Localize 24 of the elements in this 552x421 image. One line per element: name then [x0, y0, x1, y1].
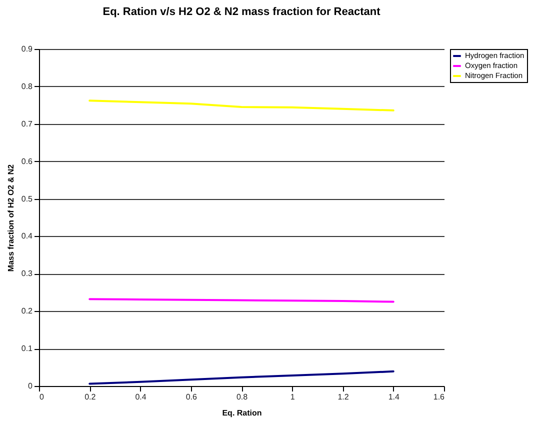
x-axis-title: Eq. Ration — [222, 408, 262, 418]
y-tick-label: 0.7 — [21, 119, 34, 128]
x-tick-label: 1.6 — [433, 392, 446, 402]
x-tick-label: 0.6 — [186, 392, 198, 402]
x-tick-label: 1 — [290, 392, 296, 402]
x-tick-label: 0.2 — [84, 392, 96, 402]
y-tick-label: 0.1 — [21, 344, 34, 354]
y-tick-label: 0 — [28, 382, 34, 390]
y-tick-label: 0.5 — [21, 194, 34, 204]
y-tick-label: 0.3 — [21, 269, 34, 278]
y-axis-title: Mass fraction of H2 O2 & N2 — [6, 164, 16, 272]
x-tick-label: 0 — [40, 392, 44, 402]
line-series — [88, 100, 394, 112]
y-tick-label: 0.6 — [21, 156, 34, 166]
line-series — [88, 370, 394, 385]
chart-title: Eq. Ration v/s H2 O2 & N2 mass fraction for Reactant — [102, 6, 381, 18]
x-tick-label: 0.4 — [135, 392, 147, 402]
y-tick-label: 0.4 — [21, 232, 34, 241]
y-tick-label: 0.9 — [21, 44, 34, 54]
x-tick-label: 1.4 — [388, 392, 400, 402]
y-tick-label: 0.8 — [21, 82, 34, 91]
x-tick-label: 0.8 — [236, 392, 248, 402]
y-tick-label: 0.2 — [21, 306, 34, 316]
x-tick-label: 1.2 — [338, 392, 350, 402]
